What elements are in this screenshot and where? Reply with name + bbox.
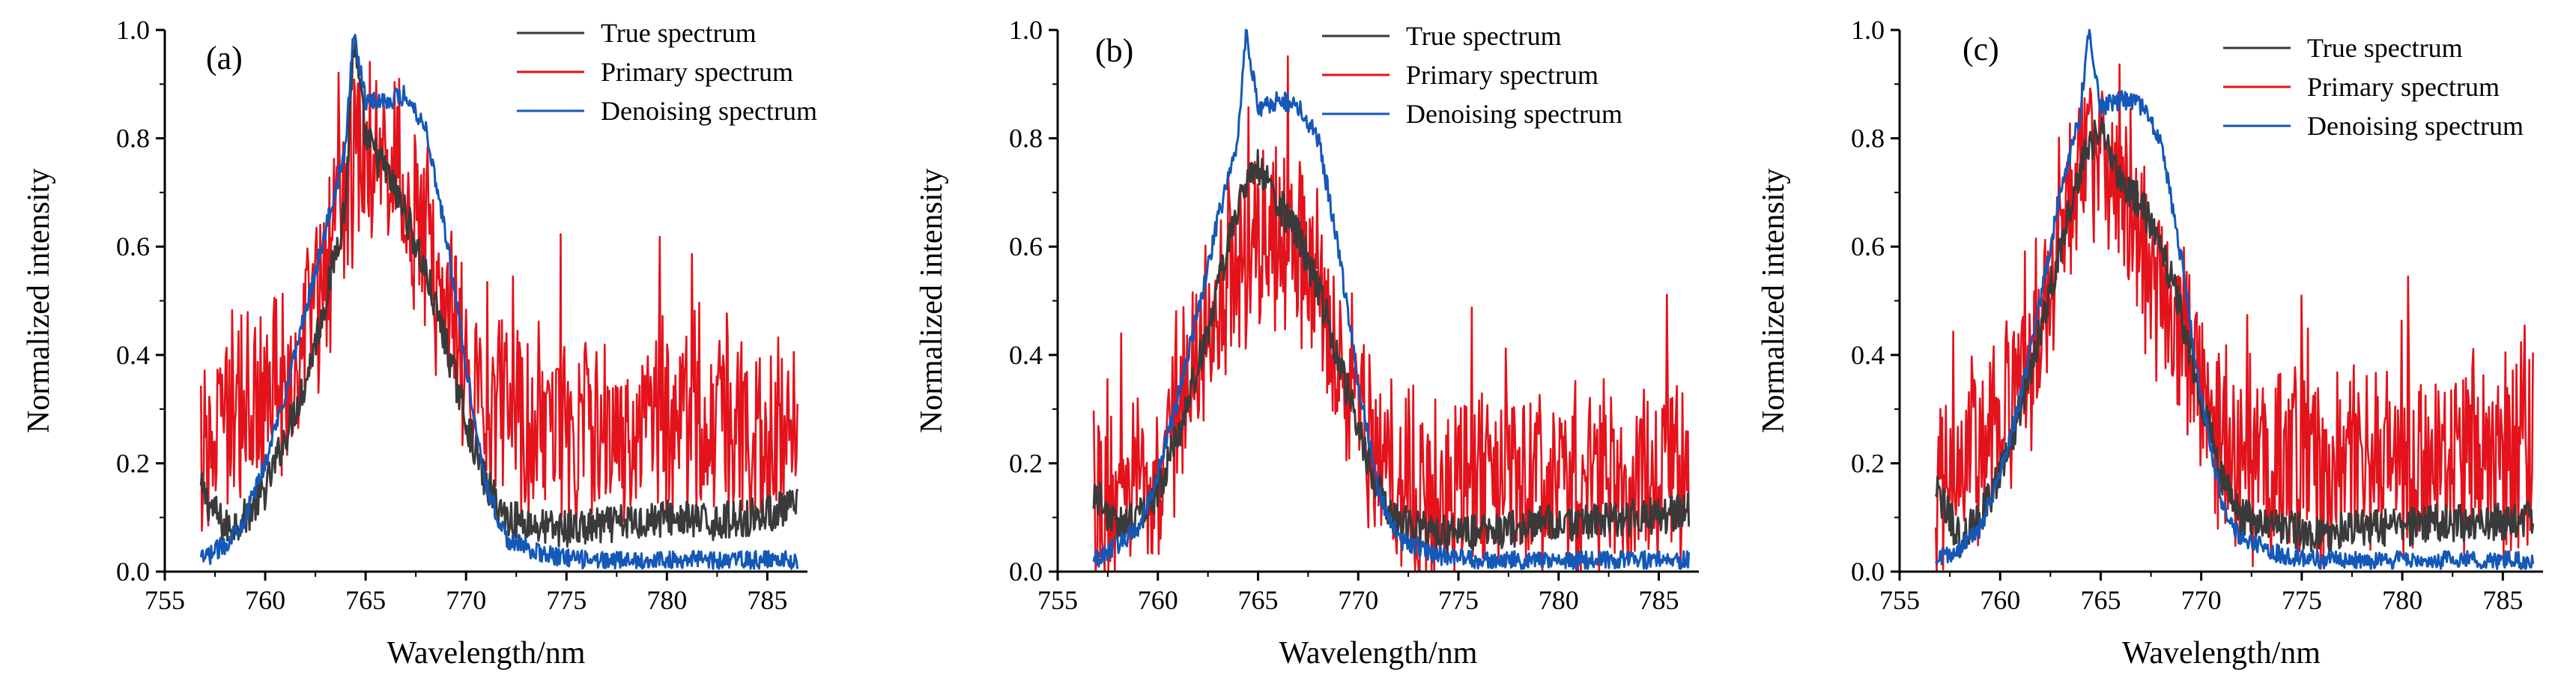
y-tick-label: 0.8: [116, 124, 150, 154]
x-tick-label: 785: [2482, 585, 2523, 615]
x-tick-label: 775: [546, 585, 587, 615]
x-tick-label: 760: [1138, 585, 1178, 615]
legend-label: Denoising spectrum: [1406, 99, 1622, 129]
legend-label: True spectrum: [601, 18, 757, 48]
series-line-denoising-spectrum: [1092, 28, 1691, 570]
x-tick-label: 760: [1980, 585, 2020, 615]
x-tick-label: 780: [1539, 585, 1579, 615]
y-tick-label: 0.0: [116, 557, 150, 587]
x-tick-label: 770: [1338, 585, 1378, 615]
x-tick-label: 765: [1238, 585, 1279, 615]
legend-label: Primary spectrum: [2307, 72, 2500, 102]
series-line-primary-spectrum: [1935, 63, 2534, 573]
x-tick-label: 785: [1639, 585, 1679, 615]
y-axis-title: Normalized intensity: [1757, 169, 1791, 433]
legend: True spectrum Primary spectrum Denoising s…: [517, 18, 817, 126]
y-tick-label: 0.2: [116, 448, 150, 478]
x-tick-label: 765: [345, 585, 386, 615]
x-axis-title: Wavelength/nm: [2122, 636, 2321, 671]
y-tick-label: 0.6: [1851, 231, 1885, 261]
legend-label: Primary spectrum: [1406, 60, 1598, 90]
legend-label: Primary spectrum: [601, 57, 793, 87]
y-tick-label: 1.0: [116, 15, 150, 45]
legend-label: Denoising spectrum: [2307, 111, 2524, 141]
y-tick-label: 1.0: [1009, 15, 1043, 45]
x-tick-label: 775: [2282, 585, 2322, 615]
legend-label: True spectrum: [1406, 21, 1562, 51]
y-tick-label: 0.8: [1851, 124, 1885, 154]
panel-label: (c): [1963, 31, 1999, 67]
y-axis-title: Normalized intensity: [915, 169, 949, 433]
y-tick-label: 0.4: [1851, 340, 1885, 370]
legend-label: Denoising spectrum: [601, 96, 817, 126]
x-tick-label: 785: [747, 585, 787, 615]
series-line-denoising-spectrum: [199, 34, 799, 570]
x-axis-title: Wavelength/nm: [1279, 636, 1478, 671]
x-tick-label: 770: [2181, 585, 2222, 615]
y-tick-label: 0.0: [1851, 557, 1885, 587]
x-tick-label: 780: [2382, 585, 2422, 615]
series-line-true-spectrum: [199, 37, 799, 548]
y-axis-title: Normalized intensity: [22, 169, 56, 433]
series-line-primary-spectrum: [1092, 55, 1690, 573]
series-line-true-spectrum: [1934, 116, 2535, 559]
panel-label: (b): [1095, 32, 1133, 69]
legend: True spectrum Primary spectrum Denoising s…: [1322, 21, 1622, 129]
legend-label: True spectrum: [2307, 33, 2463, 63]
x-tick-label: 755: [145, 585, 185, 615]
y-tick-label: 0.6: [1009, 231, 1043, 261]
y-tick-label: 0.6: [116, 231, 150, 261]
legend: True spectrum Primary spectrum Denoising s…: [2223, 33, 2524, 141]
x-tick-label: 780: [646, 585, 687, 615]
x-tick-label: 770: [446, 585, 486, 615]
panel-a: 755 760 765 770 775 780 785 0.0 0.2 0.4 0.6 0.8 1.0 W…: [22, 15, 817, 671]
x-tick-label: 760: [245, 585, 285, 615]
panel-label: (a): [206, 40, 243, 76]
series-line-true-spectrum: [1092, 148, 1691, 554]
series-line-denoising-spectrum: [1934, 28, 2535, 570]
y-tick-label: 0.8: [1009, 124, 1043, 154]
panel-c: 755 760 765 770 775 780 785 0.0 0.2 0.4 0.6 0.8 1.0 W…: [1757, 15, 2543, 671]
y-tick-label: 0.4: [1009, 340, 1043, 370]
panel-b: 755 760 765 770 775 780 785 0.0 0.2 0.4 0.6 0.8 1.0 W…: [915, 15, 1699, 671]
y-tick-label: 1.0: [1851, 15, 1885, 45]
x-tick-label: 765: [2080, 585, 2121, 615]
x-tick-label: 755: [1879, 585, 1920, 615]
y-tick-label: 0.0: [1009, 557, 1043, 587]
y-tick-label: 0.2: [1009, 448, 1043, 478]
x-axis-title: Wavelength/nm: [387, 636, 586, 671]
y-tick-label: 0.2: [1851, 448, 1885, 478]
x-tick-label: 775: [1438, 585, 1479, 615]
series-line-primary-spectrum: [200, 61, 798, 535]
x-tick-label: 755: [1037, 585, 1078, 615]
y-tick-label: 0.4: [116, 340, 150, 370]
